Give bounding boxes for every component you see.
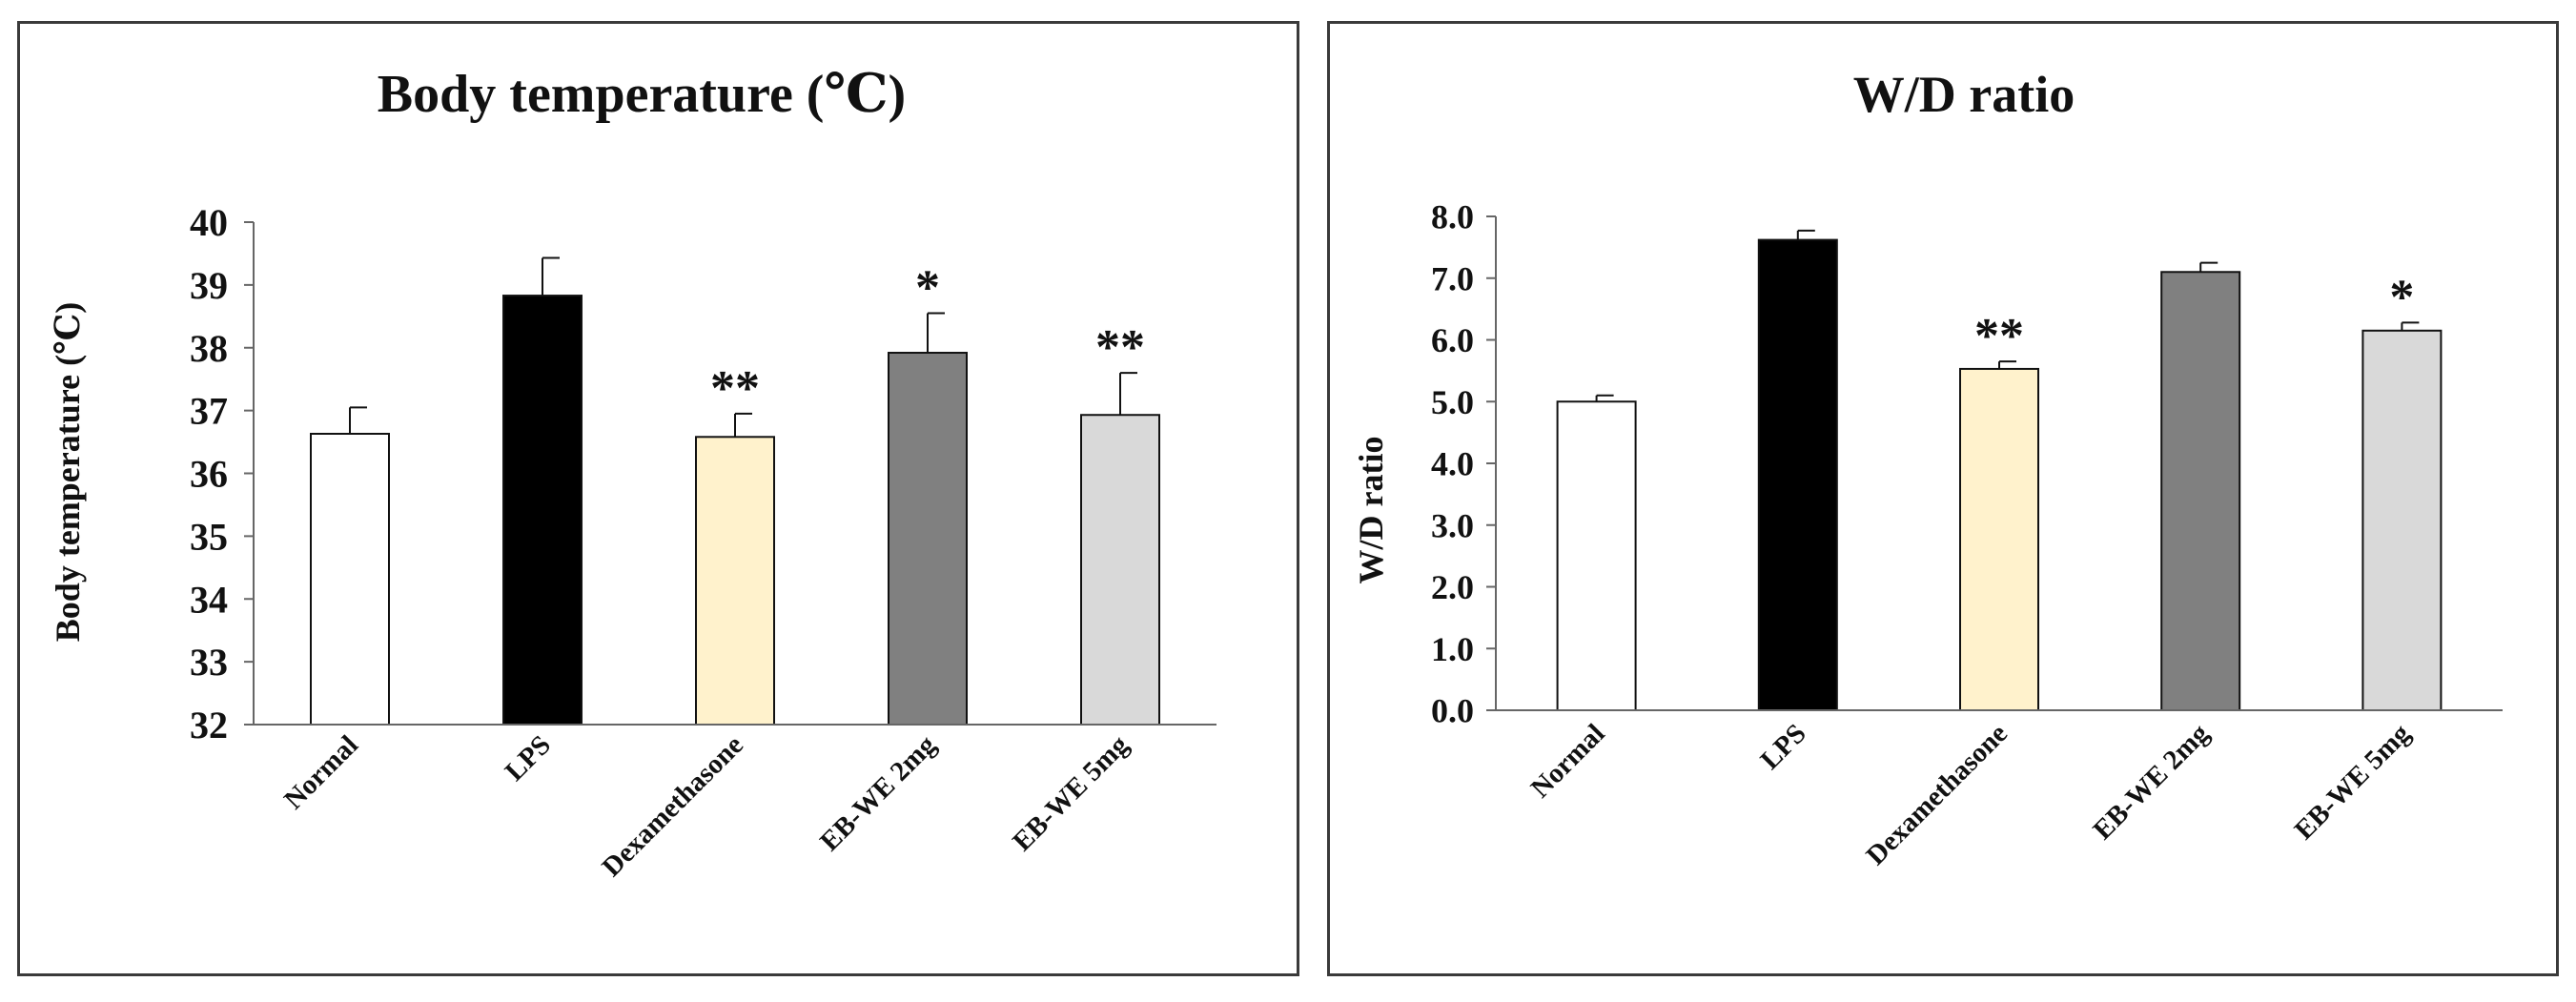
- y-tick-label: 34: [190, 578, 228, 621]
- y-tick-label: 32: [190, 704, 228, 746]
- significance-label: **: [1095, 320, 1145, 375]
- y-tick-label: 3.0: [1431, 506, 1474, 544]
- significance-label: **: [710, 361, 760, 416]
- x-tick-label: EB-WE 5mg: [2289, 718, 2417, 846]
- bar: [2361, 329, 2443, 711]
- wd-ratio-chart: W/D ratio W/D ratio 0.0 1.0 2.0 3.0 4.0 5.0 6.…: [1352, 66, 2503, 871]
- significance-label: **: [1974, 309, 2024, 363]
- chart-title: W/D ratio: [1853, 66, 2075, 123]
- y-tick-label: 4.0: [1431, 445, 1474, 483]
- y-tick-label: 35: [190, 515, 228, 558]
- x-tick-label: EB-WE 2mg: [814, 729, 942, 857]
- bar: [888, 352, 968, 726]
- y-tick-label: 8.0: [1431, 198, 1474, 236]
- y-axis-label: Body temperature (℃): [49, 302, 87, 642]
- bar: [1757, 238, 1838, 711]
- y-tick-label: 5.0: [1431, 383, 1474, 421]
- y-tick-label: 6.0: [1431, 321, 1474, 359]
- bar: [502, 295, 583, 726]
- x-tick-label: LPS: [500, 729, 557, 787]
- y-tick-label: 36: [190, 453, 228, 496]
- x-tick-label: LPS: [1755, 718, 1812, 775]
- y-tick-label: 40: [190, 201, 228, 244]
- body-temperature-chart: Body temperature (℃) Body temperature (℃…: [49, 65, 1216, 883]
- y-tick-label: 7.0: [1431, 259, 1474, 297]
- x-tick-label: EB-WE 2mg: [2087, 718, 2215, 846]
- bar: [1959, 367, 2039, 711]
- y-tick-label: 39: [190, 264, 228, 307]
- bar: [310, 432, 390, 726]
- significance-label: *: [2389, 270, 2414, 324]
- body-temperature-chart-panel: Body temperature (℃) Body temperature (℃…: [17, 21, 1299, 976]
- y-tick-label: 2.0: [1431, 568, 1474, 606]
- y-tick-label: 1.0: [1431, 630, 1474, 668]
- x-tick-label: Dexamethasone: [596, 729, 749, 883]
- y-tick-label: 0.0: [1431, 692, 1474, 730]
- x-tick-label: Normal: [278, 729, 364, 815]
- y-axis-label: W/D ratio: [1352, 437, 1390, 584]
- y-tick-label: 37: [190, 390, 228, 433]
- wd-ratio-chart-panel: W/D ratio W/D ratio 0.0 1.0 2.0 3.0 4.0 5.0 6.…: [1327, 21, 2559, 976]
- significance-label: *: [915, 261, 940, 316]
- chart-title: Body temperature (℃): [378, 65, 906, 124]
- x-tick-label: Normal: [1525, 718, 1611, 804]
- bar: [2160, 271, 2241, 711]
- y-tick-label: 33: [190, 641, 228, 684]
- y-tick-label: 38: [190, 327, 228, 370]
- x-tick-label: EB-WE 5mg: [1007, 729, 1135, 857]
- x-tick-label: Dexamethasone: [1860, 718, 2014, 871]
- bar: [1556, 400, 1637, 711]
- bar: [695, 436, 775, 726]
- bar: [1080, 414, 1160, 726]
